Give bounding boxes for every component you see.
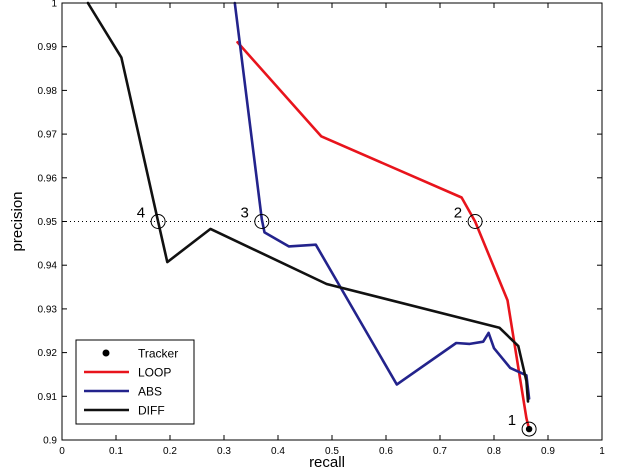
y-tick-label: 1 xyxy=(51,0,57,10)
legend-tracker-label: Tracker xyxy=(138,347,178,361)
x-tick-label: 0.2 xyxy=(163,446,177,457)
x-tick-label: 0.9 xyxy=(541,446,555,457)
series-diff-line xyxy=(86,1,530,403)
marker-1-label: 1 xyxy=(508,412,516,429)
x-axis-title: recall xyxy=(309,454,345,471)
y-tick-label: 0.95 xyxy=(38,217,58,228)
x-tick-label: 0 xyxy=(59,446,65,457)
marker-2-circle xyxy=(467,214,483,229)
axis-layer: 0 0.1 0.2 0.3 0.4 0.5 0.6 0.7 0.8 0.9 10.90.910.92… xyxy=(9,0,605,471)
x-tick-label: 0.3 xyxy=(217,446,231,457)
y-tick-label: 0.93 xyxy=(38,304,58,315)
y-tick-label: 0.99 xyxy=(38,42,58,53)
x-tick-label: 0.6 xyxy=(379,446,393,457)
series-layer xyxy=(86,1,531,431)
legend-tracker-swatch xyxy=(102,349,110,357)
legend-abs-label: ABS xyxy=(138,385,162,399)
y-tick-label: 0.91 xyxy=(38,392,58,403)
marker-2-label: 2 xyxy=(454,205,462,222)
y-tick-label: 0.97 xyxy=(38,130,58,141)
marker-1-dot xyxy=(525,425,533,433)
y-tick-label: 0.92 xyxy=(38,348,58,359)
x-tick-label: 0.5 xyxy=(325,446,339,457)
x-tick-label: 0.8 xyxy=(487,446,501,457)
marker-3-label: 3 xyxy=(240,205,248,222)
marker-layer: 1 2 3 4 xyxy=(137,205,537,437)
legend: Tracker LOOP ABS DIFF xyxy=(75,339,195,425)
series-abs-line xyxy=(233,1,531,400)
y-tick-label: 0.98 xyxy=(38,86,58,97)
series-loop-line xyxy=(236,40,531,431)
marker-4-label: 4 xyxy=(137,205,145,222)
x-tick-label: 0.4 xyxy=(271,446,285,457)
y-axis-title: precision xyxy=(9,191,26,251)
marker-3-circle xyxy=(254,214,270,229)
x-tick-label: 1 xyxy=(599,446,605,457)
x-tick-label: 0.7 xyxy=(433,446,447,457)
y-tick-label: 0.96 xyxy=(38,173,58,184)
legend-loop-label: LOOP xyxy=(138,366,171,380)
y-tick-label: 0.9 xyxy=(43,436,57,447)
x-tick-label: 0.1 xyxy=(109,446,123,457)
marker-1-circle xyxy=(521,421,537,437)
marker-4-circle xyxy=(150,214,166,229)
y-tick-label: 0.94 xyxy=(38,261,58,272)
legend-diff-label: DIFF xyxy=(138,404,165,418)
